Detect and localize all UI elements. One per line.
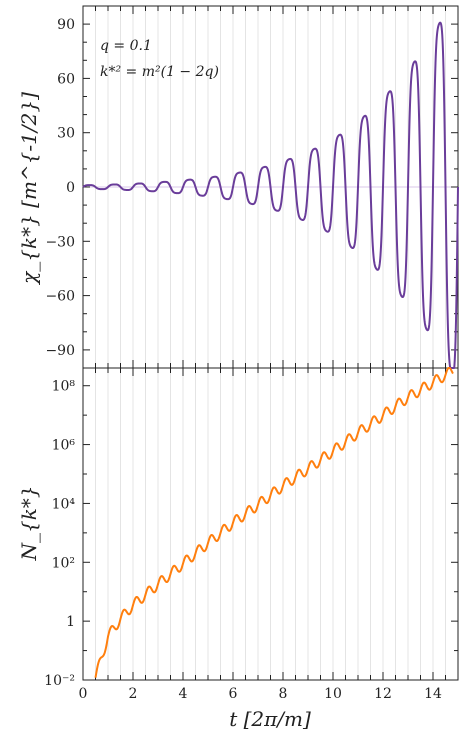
n-series-line (94, 367, 454, 678)
bottom-y-tick-label: 10⁸ (52, 379, 76, 395)
top-y-tick-label: −60 (45, 289, 75, 305)
x-tick-label: 10 (324, 686, 342, 702)
top-y-tick-label: 30 (57, 126, 75, 142)
x-tick-label: 12 (374, 686, 392, 702)
x-tick-label: 6 (229, 686, 238, 702)
grid-layer (83, 6, 458, 680)
x-tick-label: 2 (129, 686, 138, 702)
bottom-y-tick-label: 10² (52, 555, 75, 571)
bottom-y-tick-label: 10⁶ (52, 438, 76, 454)
x-axis-label: t [2π/m] (229, 707, 311, 731)
bottom-panel-ticks: 10⁻² 1 10² 10⁴ 10⁶ 10⁸ 0 2 4 6 8 10 12 14 (44, 379, 459, 702)
top-y-tick-label: 0 (66, 180, 75, 196)
bottom-y-tick-label: 10⁻² (44, 673, 75, 689)
top-y-tick-label: 60 (57, 71, 75, 87)
annotation-k: k*² = m²(1 − 2q) (100, 64, 219, 80)
x-tick-label: 0 (79, 686, 88, 702)
series-layer (82, 21, 459, 678)
x-tick-label: 14 (424, 686, 442, 702)
bottom-y-axis-label: N_{k*} (17, 485, 41, 561)
top-y-axis-label: χ_{k*} [m^{-1/2}] (17, 92, 41, 286)
top-panel-ticks: −90 −60 −30 0 30 60 90 (45, 5, 459, 376)
x-tick-label: 4 (179, 686, 188, 702)
top-y-tick-label: −30 (45, 234, 75, 250)
top-y-tick-label: −90 (45, 343, 75, 359)
bottom-y-tick-label: 10⁴ (52, 496, 76, 512)
top-y-tick-label: 90 (57, 17, 75, 33)
chi-series-line (82, 21, 459, 369)
annotation-q: q = 0.1 (100, 38, 152, 54)
x-tick-label: 8 (279, 686, 288, 702)
bottom-y-tick-label: 1 (66, 614, 75, 630)
